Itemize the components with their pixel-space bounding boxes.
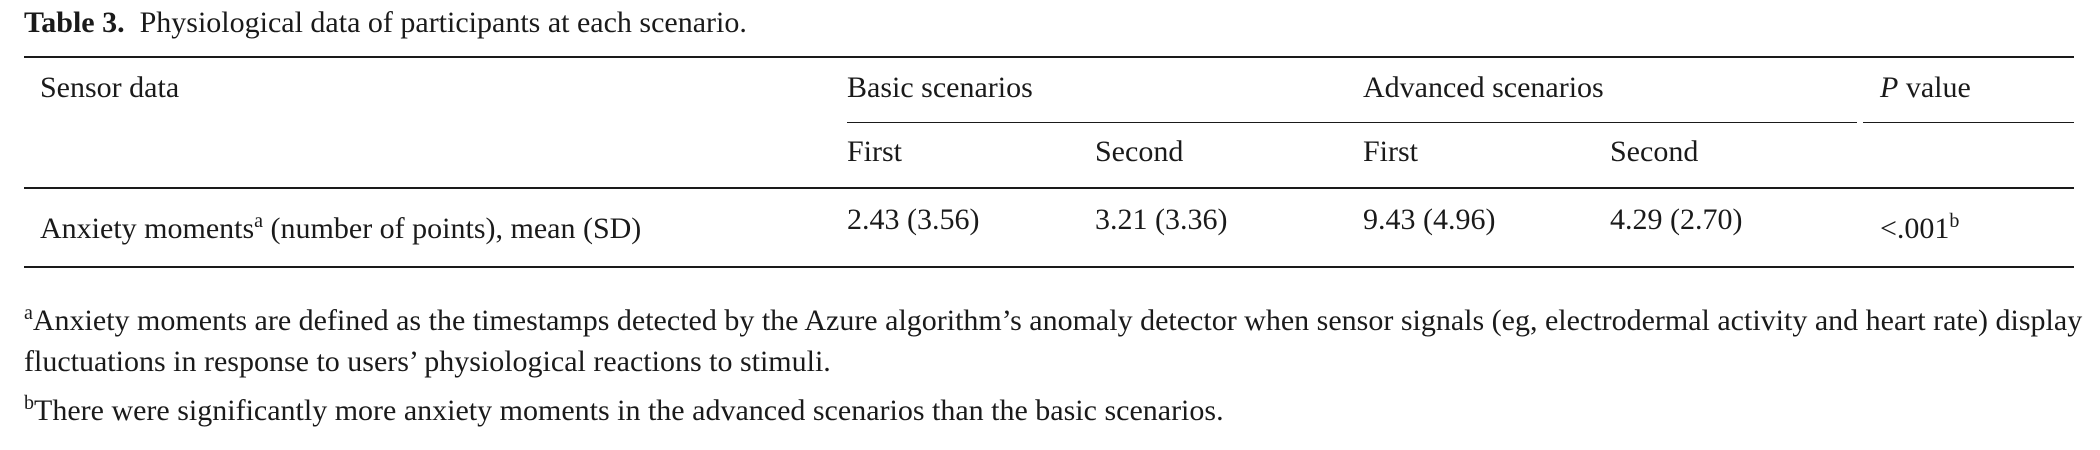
row-label-main: Anxiety moments <box>40 212 255 245</box>
header-advanced-first: First <box>1363 135 1419 168</box>
p-value-word: value <box>1898 71 1971 104</box>
header-p-rule <box>1863 122 2074 123</box>
header-basic-second: Second <box>1095 135 1184 168</box>
table-bottom-rule <box>24 266 2074 268</box>
table-top-rule <box>24 56 2074 58</box>
p-value-number: <.001 <box>1880 212 1950 245</box>
footnote-b-text: There were significantly more anxiety mo… <box>34 394 1224 427</box>
cell-basic-second: 3.21 (3.36) <box>1095 203 1228 236</box>
row-label-detail: (number of points), mean (SD) <box>263 212 642 245</box>
footnote-marker-a: a <box>254 210 264 232</box>
cell-advanced-first: 9.43 (4.96) <box>1363 203 1496 236</box>
cell-basic-first: 2.43 (3.56) <box>847 203 980 236</box>
table-caption: Table 3. Physiological data of participa… <box>24 4 747 42</box>
table-label: Table 3. <box>24 6 125 39</box>
table-header-rule <box>24 187 2074 189</box>
header-p-value: P value <box>1880 70 1971 106</box>
footnote-marker-b: b <box>1949 210 1960 232</box>
footnote-a-mark: a <box>24 302 33 324</box>
footnote-b-mark: b <box>24 392 34 414</box>
header-basic-scenarios: Basic scenarios <box>847 71 1033 104</box>
header-group-rule <box>847 122 1857 123</box>
footnote-b: bThere were significantly more anxiety m… <box>24 390 2084 431</box>
header-advanced-scenarios: Advanced scenarios <box>1363 71 1604 104</box>
footnote-a: aAnxiety moments are defined as the time… <box>24 300 2084 382</box>
footnote-a-text: Anxiety moments are defined as the times… <box>24 304 2083 378</box>
cell-advanced-second: 4.29 (2.70) <box>1610 203 1743 236</box>
row-label: Anxiety momentsa (number of points), mea… <box>40 211 641 247</box>
header-sensor-data: Sensor data <box>40 71 180 104</box>
cell-p-value: <.001b <box>1880 211 1959 247</box>
p-italic: P <box>1880 71 1899 104</box>
table-title: Physiological data of participants at ea… <box>139 6 747 39</box>
header-advanced-second: Second <box>1610 135 1699 168</box>
header-basic-first: First <box>847 135 903 168</box>
